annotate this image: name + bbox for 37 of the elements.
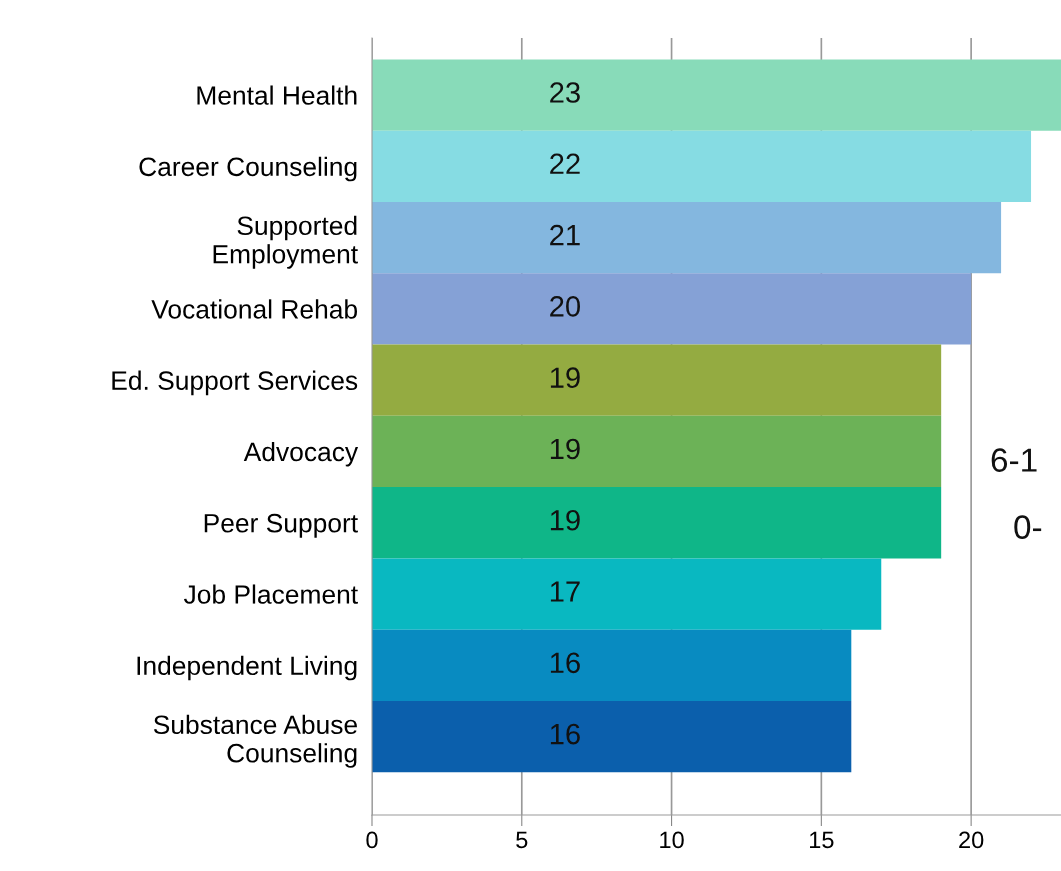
bar [372,629,852,701]
bar [372,130,1032,202]
data-label: 20 [550,296,580,317]
bar [372,487,942,559]
y-tick-label: Vocational Rehab [151,299,358,319]
y-tick-label: Peer Support [204,513,358,538]
y-tick-label: Job Placement [183,584,358,604]
y-tick-label: Career Counseling [139,156,357,182]
data-label: 22 [550,153,580,174]
data-label: 19 [550,509,580,531]
bar [372,59,1061,131]
y-tick-label: Mental Health [197,85,357,105]
data-label: 19 [550,367,580,388]
data-label: 21 [550,224,580,246]
data-label: 16 [550,723,580,745]
bar [372,273,972,345]
bar [372,415,942,488]
x-tick-label: 0 [366,831,378,849]
x-tick-label: 20 [959,831,984,849]
data-label: 23 [550,82,580,103]
bar [372,201,1002,274]
bar [372,700,852,773]
data-label: 19 [550,438,580,460]
data-label: 16 [550,652,580,674]
y-tick-label: Supported Employment [213,215,358,269]
bar [372,344,942,416]
x-tick-label: 5 [516,831,528,849]
y-tick-label: Independent Living [137,655,357,681]
data-label: 17 [550,581,580,602]
y-tick-label: Advocacy [243,441,359,467]
y-tick-label: Ed. Support Services [112,370,358,396]
x-tick-label: 15 [810,831,834,849]
annotation: 6-1 [991,448,1037,472]
x-tick-label: 10 [660,831,684,849]
annotation: 0- [1014,515,1042,539]
bar [372,558,882,630]
y-tick-label: Substance Abuse Counseling [153,714,357,768]
